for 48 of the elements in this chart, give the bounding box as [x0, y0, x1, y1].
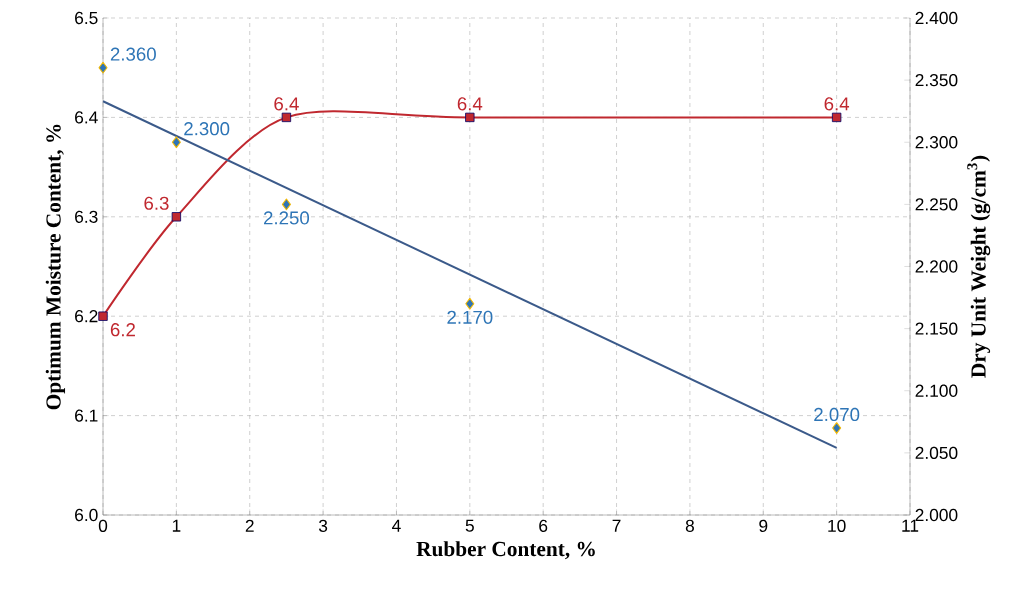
point [832, 422, 842, 434]
data-label: 6.4 [274, 97, 299, 111]
x-tick-label: 10 [828, 519, 846, 532]
data-label: 2.070 [814, 407, 860, 422]
y-tick-label: 6.2 [75, 310, 98, 323]
point [465, 112, 475, 123]
y-tick-label: 6.3 [75, 210, 98, 223]
data-label: 6.2 [110, 323, 135, 337]
x-tick-label: 9 [759, 519, 768, 532]
point [465, 297, 475, 310]
point [171, 136, 181, 149]
y2-tick-label: 2.150 [915, 322, 958, 335]
y2-tick-label: 2.250 [915, 198, 958, 211]
point [98, 61, 108, 74]
x-tick-label: 1 [172, 519, 181, 532]
data-label: 2.250 [264, 211, 310, 225]
x-tick-label: 7 [612, 519, 621, 532]
point [281, 112, 292, 123]
point [171, 212, 182, 222]
point [98, 311, 108, 321]
x-tick-label: 4 [392, 519, 401, 532]
data-label: 2.170 [447, 310, 493, 324]
y2-tick-label: 2.100 [915, 384, 958, 397]
y2-axis-title: Dry Unit Weight (g/cm$^{3}$) [967, 155, 991, 378]
data-label: 6.4 [457, 97, 483, 111]
data-label: 6.4 [824, 97, 850, 111]
y2-tick-label: 2.300 [915, 136, 958, 149]
y-tick-label: 6.5 [75, 11, 98, 25]
x-tick-label: 0 [98, 519, 108, 532]
y2-tick-label: 2.050 [915, 446, 958, 460]
y2-tick-label: 2.350 [915, 73, 958, 87]
y-axis-title: Optimum Moisture Content, % [45, 124, 66, 410]
y-tick-label: 6.4 [75, 111, 98, 124]
data-label: 2.300 [184, 122, 230, 136]
y2-tick-label: 2.400 [915, 11, 958, 25]
x-tick-label: 8 [685, 519, 694, 532]
point [281, 198, 291, 211]
x-tick-label: 5 [465, 519, 474, 532]
x-tick-label: 2 [245, 519, 254, 532]
x-tick-label: 6 [539, 519, 548, 532]
x-tick-label: 3 [318, 519, 328, 532]
point [831, 112, 842, 123]
data-label: 2.360 [110, 47, 156, 61]
data-label: 6.3 [144, 196, 169, 210]
x-axis-title: Rubber Content, % [416, 541, 595, 560]
y-tick-label: 6.0 [75, 508, 98, 522]
y2-tick-label: 2.200 [915, 260, 958, 273]
y-tick-label: 6.1 [75, 409, 98, 422]
